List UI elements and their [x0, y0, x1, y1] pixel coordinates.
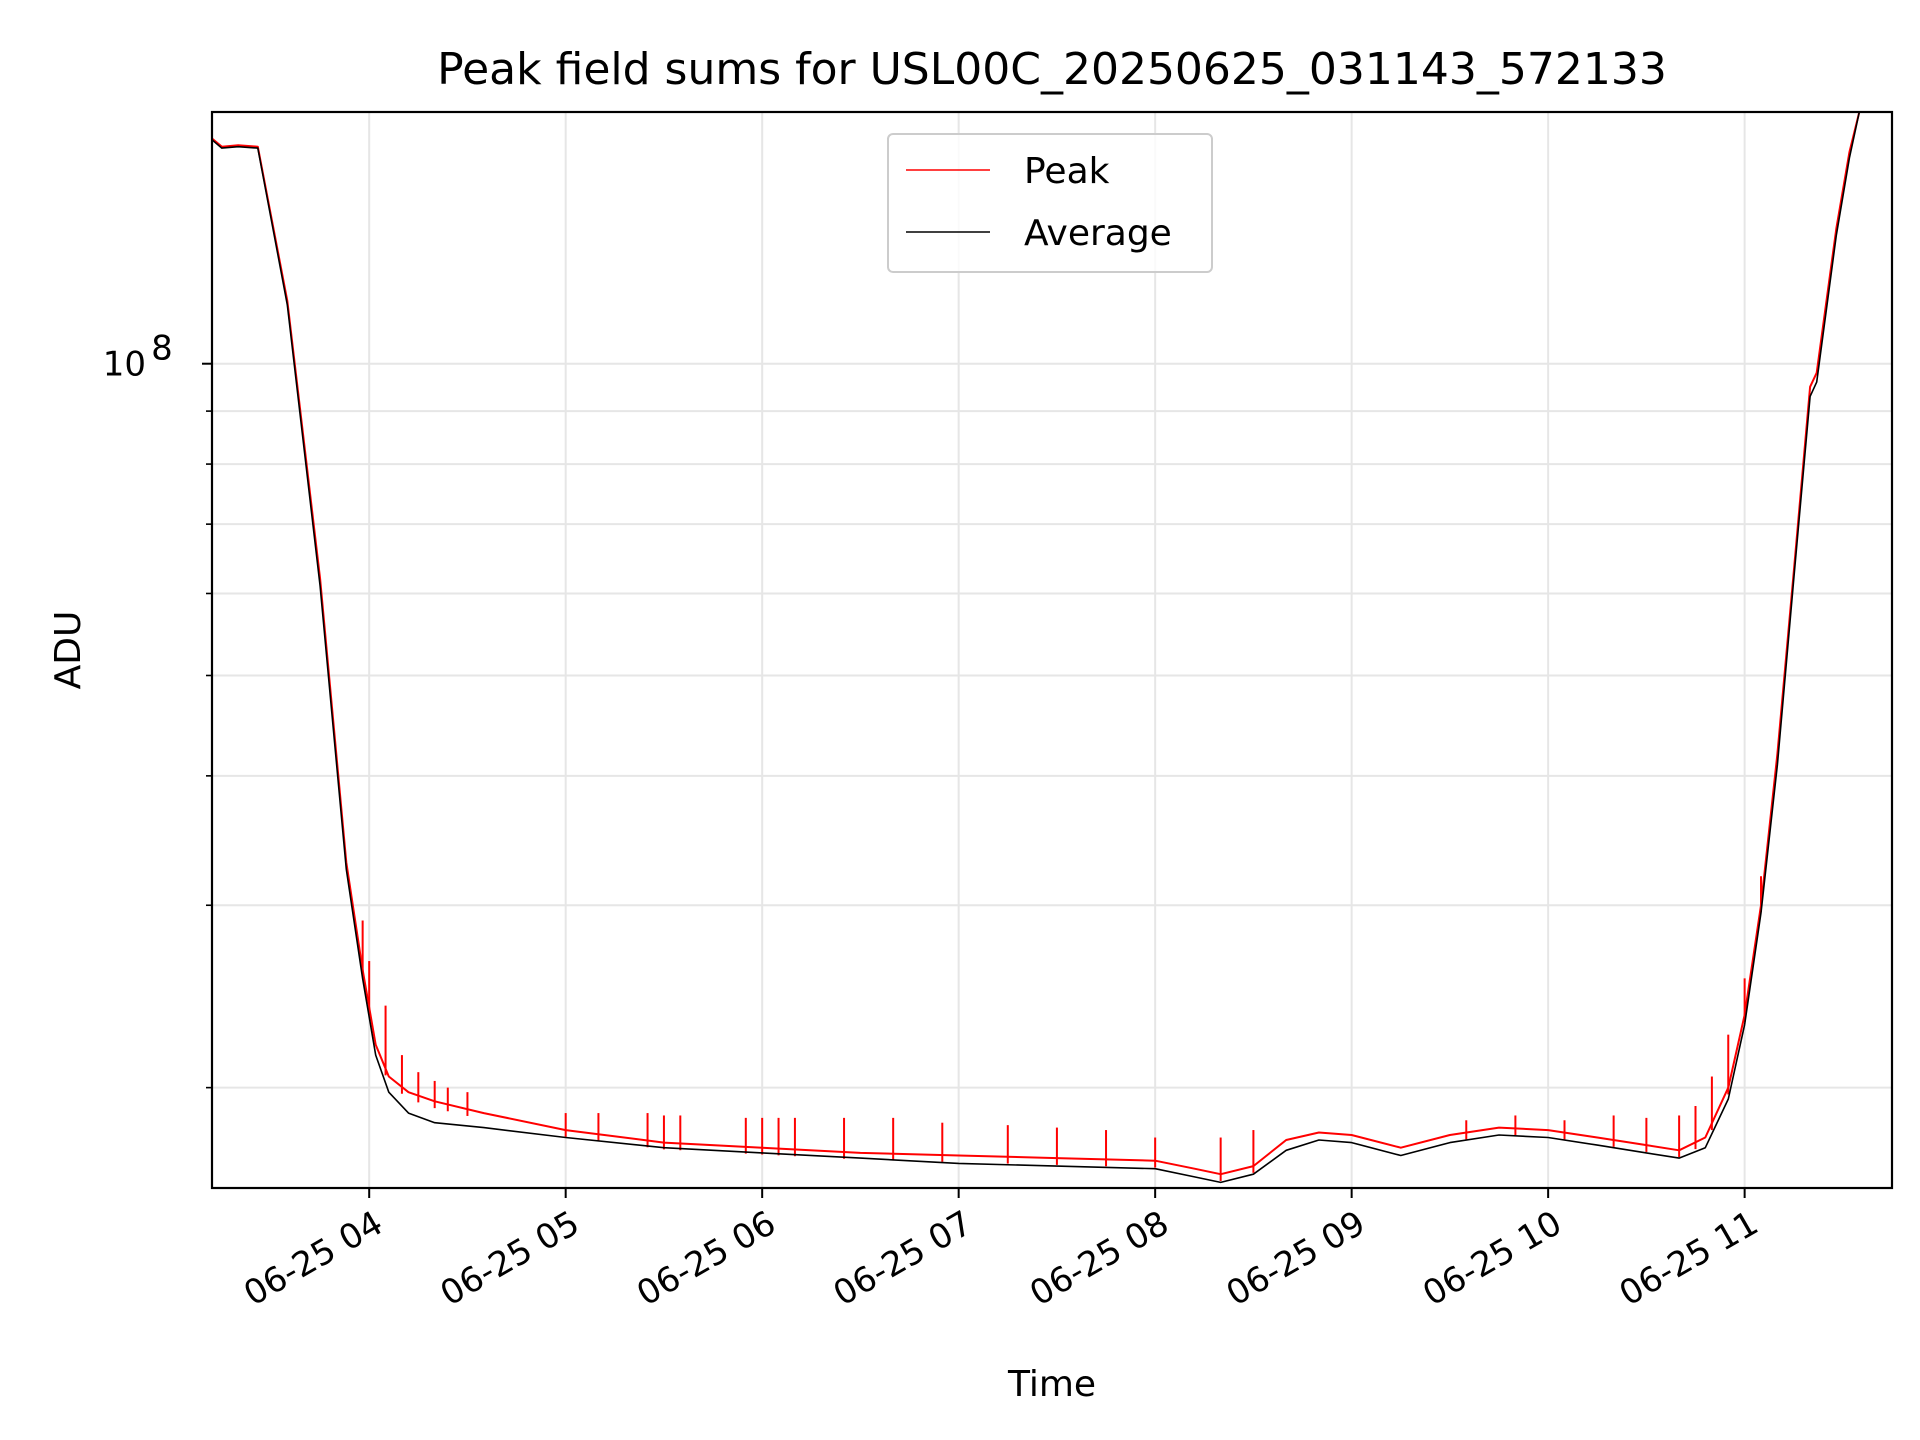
y-axis-label: ADU: [48, 611, 89, 690]
series-group: [211, 111, 1861, 1184]
legend: Peak Average: [887, 133, 1213, 273]
legend-box: [887, 133, 1213, 273]
y-tick-label-exponent: 8: [151, 329, 173, 369]
legend-label-peak: Peak: [1024, 151, 1110, 192]
series-line-peak: [211, 111, 1861, 1176]
x-axis-label: Time: [1007, 1364, 1096, 1405]
legend-label-average: Average: [1024, 213, 1172, 254]
plot-frame: [210, 110, 1894, 1190]
chart-title: Peak field sums for USL00C_20250625_0311…: [437, 44, 1667, 95]
y-tick-label: 10: [103, 345, 146, 385]
grid: [212, 112, 1892, 1188]
series-line-average: [211, 111, 1861, 1184]
